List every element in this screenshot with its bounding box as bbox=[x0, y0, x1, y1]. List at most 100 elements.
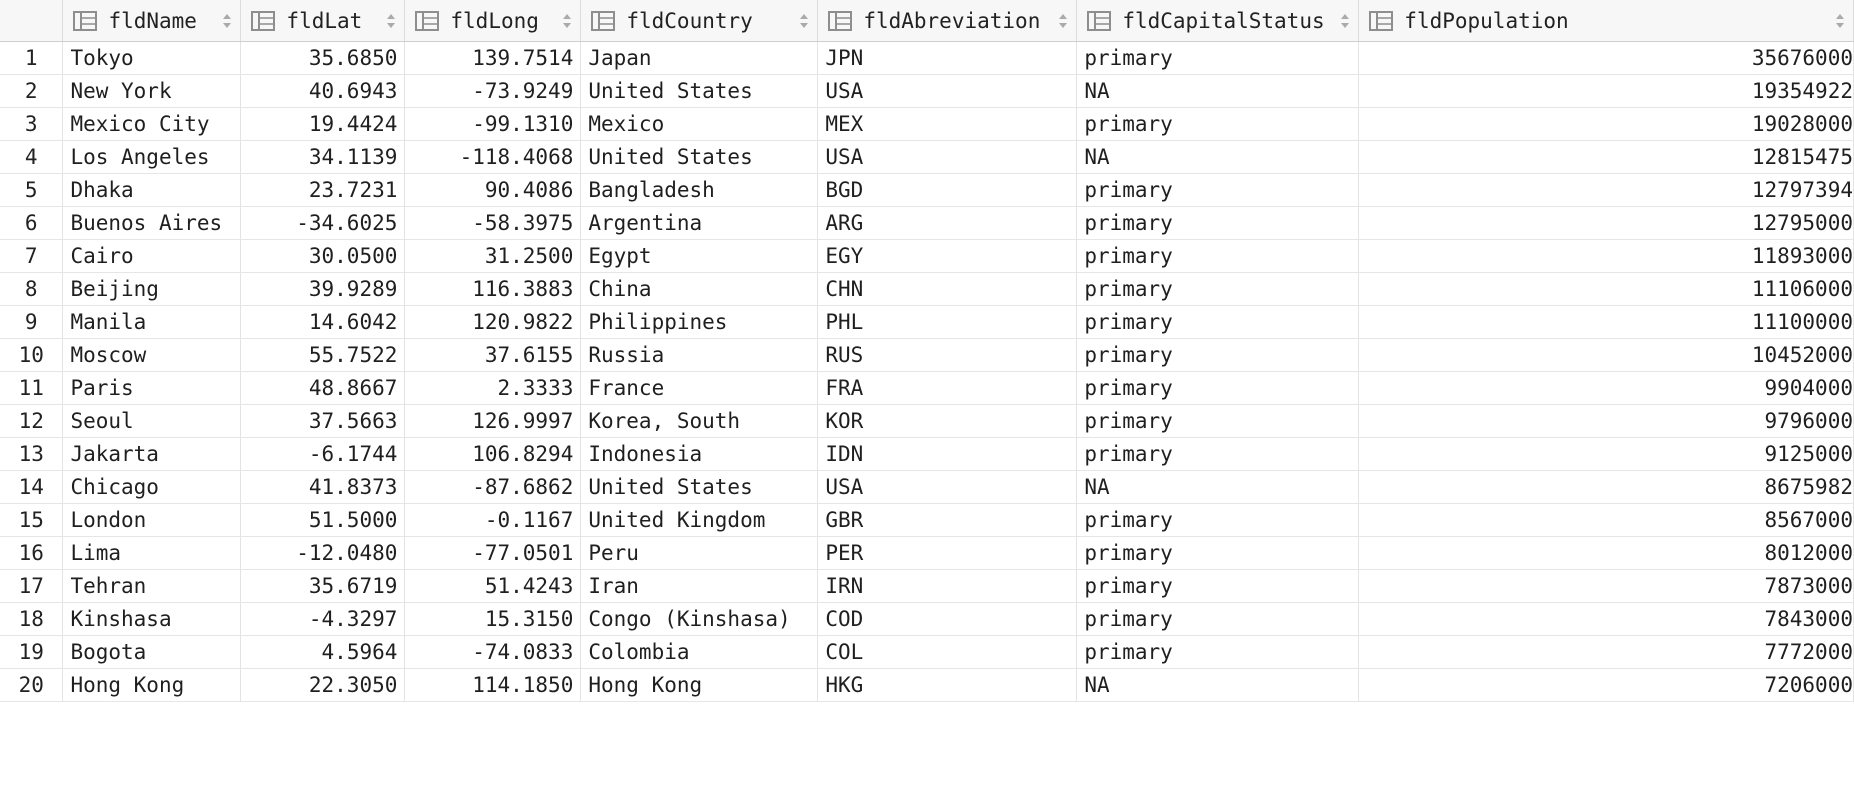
cell-fldName[interactable]: Tokyo bbox=[62, 41, 242, 75]
table-row[interactable]: 12 Seoul 37.5663 126.9997 Korea, South KOR pri… bbox=[0, 404, 1854, 438]
cell-fldCountry[interactable]: Bangladesh bbox=[580, 173, 819, 207]
cell-fldCapitalStatus[interactable]: primary bbox=[1076, 41, 1360, 75]
cell-fldLat[interactable]: 22.3050 bbox=[240, 668, 406, 702]
cell-fldLat[interactable]: 23.7231 bbox=[240, 173, 406, 207]
table-row[interactable]: 14 Chicago 41.8373 -87.6862 United States USA… bbox=[0, 470, 1854, 504]
cell-fldName[interactable]: Hong Kong bbox=[62, 668, 242, 702]
cell-fldName[interactable]: Seoul bbox=[62, 404, 242, 438]
cell-fldName[interactable]: Dhaka bbox=[62, 173, 242, 207]
cell-fldLat[interactable]: 34.1139 bbox=[240, 140, 406, 174]
column-header-fldLat[interactable]: fldLat bbox=[240, 0, 406, 42]
cell-fldAbreviation[interactable]: IDN bbox=[817, 437, 1078, 471]
table-row[interactable]: 19 Bogota 4.5964 -74.0833 Colombia COL primary… bbox=[0, 635, 1854, 669]
cell-fldLat[interactable]: 37.5663 bbox=[240, 404, 406, 438]
cell-fldLat[interactable]: 51.5000 bbox=[240, 503, 406, 537]
cell-fldCapitalStatus[interactable]: NA bbox=[1076, 668, 1360, 702]
table-row[interactable]: 17 Tehran 35.6719 51.4243 Iran IRN primary 7873… bbox=[0, 569, 1854, 603]
cell-fldCountry[interactable]: Colombia bbox=[580, 635, 819, 669]
cell-fldCountry[interactable]: France bbox=[580, 371, 819, 405]
cell-fldCapitalStatus[interactable]: primary bbox=[1076, 107, 1360, 141]
cell-fldAbreviation[interactable]: PHL bbox=[817, 305, 1078, 339]
cell-fldCapitalStatus[interactable]: NA bbox=[1076, 74, 1360, 108]
cell-fldCapitalStatus[interactable]: primary bbox=[1076, 635, 1360, 669]
cell-fldCapitalStatus[interactable]: primary bbox=[1076, 404, 1360, 438]
cell-fldLong[interactable]: 37.6155 bbox=[404, 338, 582, 372]
cell-fldAbreviation[interactable]: FRA bbox=[817, 371, 1078, 405]
cell-fldPopulation[interactable]: 35676000 bbox=[1358, 41, 1854, 75]
cell-fldAbreviation[interactable]: USA bbox=[817, 470, 1078, 504]
table-row[interactable]: 4 Los Angeles 34.1139 -118.4068 United State… bbox=[0, 140, 1854, 174]
cell-fldCountry[interactable]: United States bbox=[580, 140, 819, 174]
sort-icon[interactable] bbox=[1340, 13, 1350, 29]
cell-fldAbreviation[interactable]: RUS bbox=[817, 338, 1078, 372]
column-header-fldAbreviation[interactable]: fldAbreviation bbox=[817, 0, 1078, 42]
cell-fldPopulation[interactable]: 11893000 bbox=[1358, 239, 1854, 273]
column-header-fldPopulation[interactable]: fldPopulation bbox=[1358, 0, 1854, 42]
cell-fldLong[interactable]: 106.8294 bbox=[404, 437, 582, 471]
cell-fldPopulation[interactable]: 8675982 bbox=[1358, 470, 1854, 504]
cell-fldLong[interactable]: -74.0833 bbox=[404, 635, 582, 669]
cell-fldCapitalStatus[interactable]: primary bbox=[1076, 503, 1360, 537]
cell-fldLat[interactable]: 4.5964 bbox=[240, 635, 406, 669]
cell-fldPopulation[interactable]: 8567000 bbox=[1358, 503, 1854, 537]
table-row[interactable]: 15 London 51.5000 -0.1167 United Kingdom GBR p… bbox=[0, 503, 1854, 537]
cell-fldName[interactable]: Tehran bbox=[62, 569, 242, 603]
sort-icon[interactable] bbox=[799, 13, 809, 29]
cell-fldLong[interactable]: 15.3150 bbox=[404, 602, 582, 636]
cell-fldLong[interactable]: 126.9997 bbox=[404, 404, 582, 438]
cell-fldAbreviation[interactable]: USA bbox=[817, 74, 1078, 108]
cell-fldCountry[interactable]: Korea, South bbox=[580, 404, 819, 438]
cell-fldCapitalStatus[interactable]: primary bbox=[1076, 338, 1360, 372]
cell-fldAbreviation[interactable]: COL bbox=[817, 635, 1078, 669]
cell-fldName[interactable]: Chicago bbox=[62, 470, 242, 504]
sort-icon[interactable] bbox=[1835, 13, 1845, 29]
cell-fldLat[interactable]: 48.8667 bbox=[240, 371, 406, 405]
cell-fldCountry[interactable]: United States bbox=[580, 74, 819, 108]
cell-fldPopulation[interactable]: 19354922 bbox=[1358, 74, 1854, 108]
cell-fldPopulation[interactable]: 9796000 bbox=[1358, 404, 1854, 438]
table-row[interactable]: 3 Mexico City 19.4424 -99.1310 Mexico MEX prim… bbox=[0, 107, 1854, 141]
cell-fldCapitalStatus[interactable]: NA bbox=[1076, 470, 1360, 504]
cell-fldPopulation[interactable]: 7206000 bbox=[1358, 668, 1854, 702]
cell-fldCountry[interactable]: Russia bbox=[580, 338, 819, 372]
cell-fldName[interactable]: Paris bbox=[62, 371, 242, 405]
sort-icon[interactable] bbox=[1058, 13, 1068, 29]
cell-fldLong[interactable]: 114.1850 bbox=[404, 668, 582, 702]
cell-fldCountry[interactable]: Mexico bbox=[580, 107, 819, 141]
cell-fldName[interactable]: Buenos Aires bbox=[62, 206, 242, 240]
cell-fldName[interactable]: Lima bbox=[62, 536, 242, 570]
cell-fldLong[interactable]: 139.7514 bbox=[404, 41, 582, 75]
cell-fldLong[interactable]: 2.3333 bbox=[404, 371, 582, 405]
cell-fldCapitalStatus[interactable]: primary bbox=[1076, 371, 1360, 405]
cell-fldAbreviation[interactable]: IRN bbox=[817, 569, 1078, 603]
table-row[interactable]: 9 Manila 14.6042 120.9822 Philippines PHL prim… bbox=[0, 305, 1854, 339]
column-header-fldCountry[interactable]: fldCountry bbox=[580, 0, 819, 42]
table-row[interactable]: 5 Dhaka 23.7231 90.4086 Bangladesh BGD primary… bbox=[0, 173, 1854, 207]
cell-fldPopulation[interactable]: 19028000 bbox=[1358, 107, 1854, 141]
cell-fldLong[interactable]: 90.4086 bbox=[404, 173, 582, 207]
table-row[interactable]: 7 Cairo 30.0500 31.2500 Egypt EGY primary 11893… bbox=[0, 239, 1854, 273]
cell-fldName[interactable]: Jakarta bbox=[62, 437, 242, 471]
cell-fldCountry[interactable]: Hong Kong bbox=[580, 668, 819, 702]
cell-fldLat[interactable]: 39.9289 bbox=[240, 272, 406, 306]
cell-fldAbreviation[interactable]: EGY bbox=[817, 239, 1078, 273]
table-row[interactable]: 18 Kinshasa -4.3297 15.3150 Congo (Kinshasa)… bbox=[0, 602, 1854, 636]
cell-fldCountry[interactable]: United States bbox=[580, 470, 819, 504]
cell-fldAbreviation[interactable]: MEX bbox=[817, 107, 1078, 141]
cell-fldLong[interactable]: 120.9822 bbox=[404, 305, 582, 339]
cell-fldPopulation[interactable]: 12815475 bbox=[1358, 140, 1854, 174]
table-row[interactable]: 8 Beijing 39.9289 116.3883 China CHN primary 11… bbox=[0, 272, 1854, 306]
cell-fldAbreviation[interactable]: KOR bbox=[817, 404, 1078, 438]
cell-fldPopulation[interactable]: 9125000 bbox=[1358, 437, 1854, 471]
cell-fldLong[interactable]: -87.6862 bbox=[404, 470, 582, 504]
table-row[interactable]: 6 Buenos Aires -34.6025 -58.3975 Argentina AR… bbox=[0, 206, 1854, 240]
cell-fldAbreviation[interactable]: COD bbox=[817, 602, 1078, 636]
sort-icon[interactable] bbox=[562, 13, 572, 29]
cell-fldCapitalStatus[interactable]: primary bbox=[1076, 437, 1360, 471]
cell-fldPopulation[interactable]: 7772000 bbox=[1358, 635, 1854, 669]
sort-icon[interactable] bbox=[222, 13, 232, 29]
table-row[interactable]: 10 Moscow 55.7522 37.6155 Russia RUS primary 10… bbox=[0, 338, 1854, 372]
cell-fldCapitalStatus[interactable]: primary bbox=[1076, 305, 1360, 339]
cell-fldCapitalStatus[interactable]: primary bbox=[1076, 569, 1360, 603]
cell-fldAbreviation[interactable]: HKG bbox=[817, 668, 1078, 702]
